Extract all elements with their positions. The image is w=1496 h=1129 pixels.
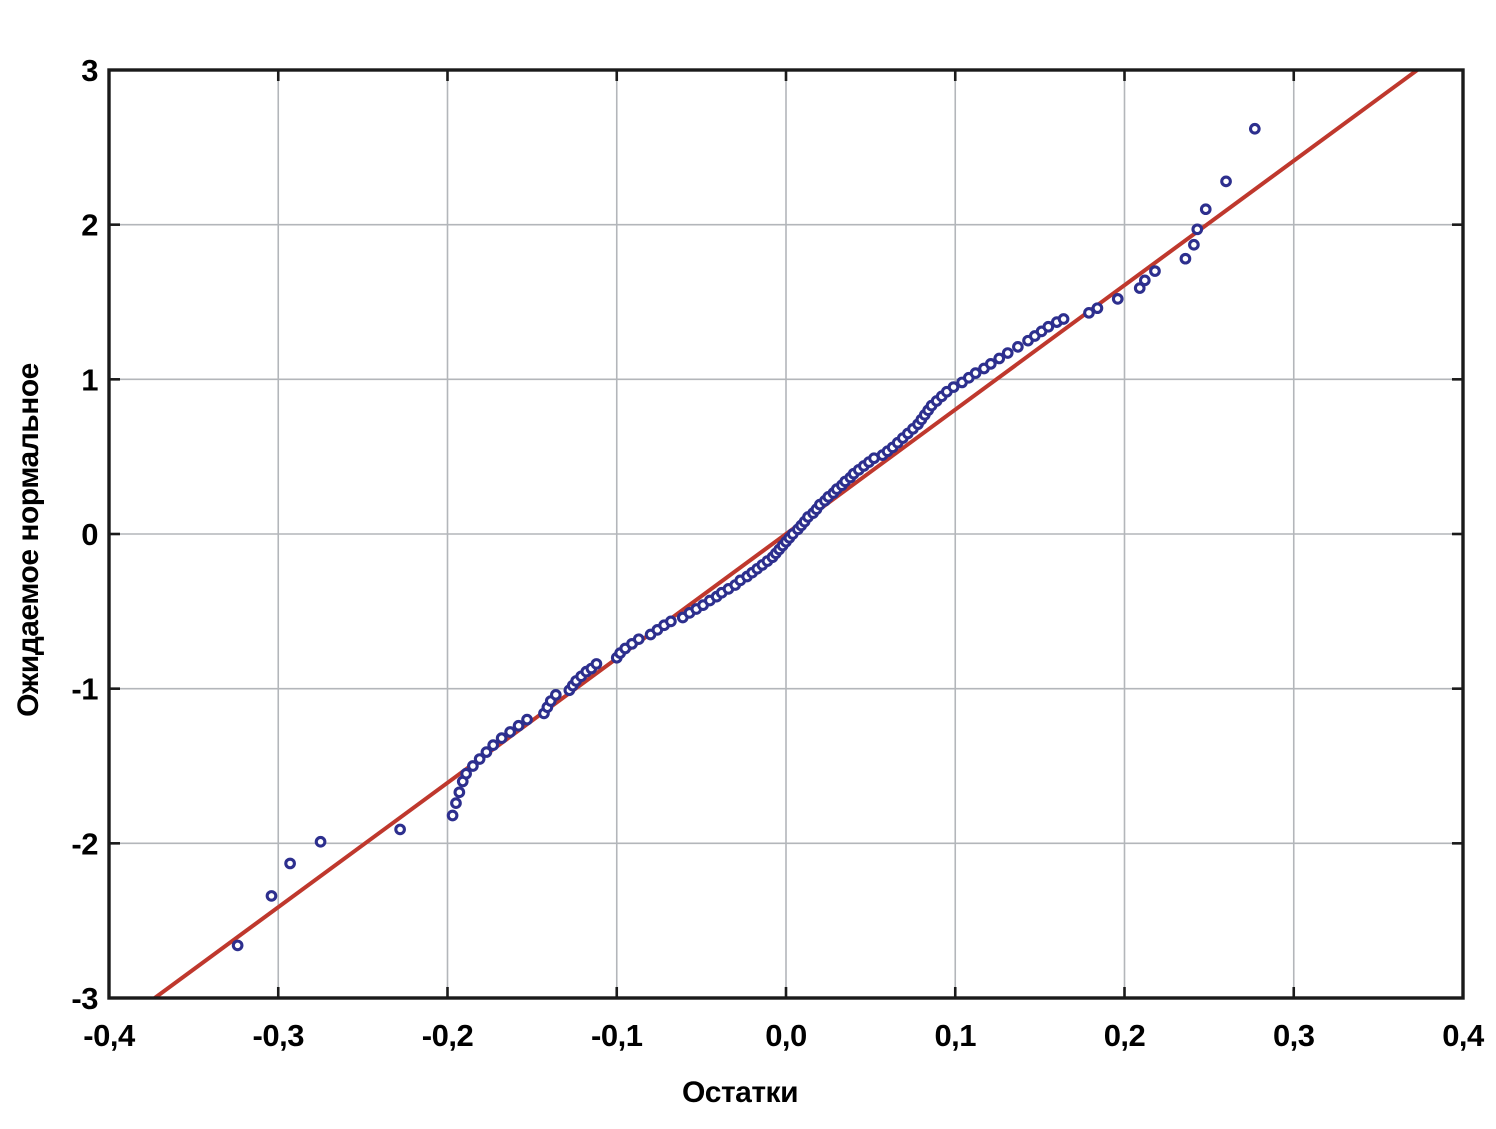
scatter-point xyxy=(1012,341,1024,353)
y-tick-label: -3 xyxy=(71,981,98,1016)
scatter-point xyxy=(495,732,508,745)
scatter-point xyxy=(231,939,244,952)
y-axis-title: Ожидаемое нормальное xyxy=(12,363,45,717)
scatter-point xyxy=(1199,203,1212,216)
scatter-point xyxy=(1220,175,1232,188)
scatter-point xyxy=(665,615,677,628)
y-tick-label: 1 xyxy=(81,362,98,397)
scatter-point xyxy=(1042,320,1055,333)
scatter-point xyxy=(314,835,327,848)
x-tick-label: 0,1 xyxy=(934,1018,976,1053)
y-tick-label: 0 xyxy=(81,517,98,552)
scatter-point xyxy=(1248,122,1261,135)
scatter-point xyxy=(1111,293,1124,305)
scatter-point xyxy=(487,739,500,751)
scatter-point xyxy=(460,767,472,780)
scatter-point xyxy=(1179,252,1192,265)
x-tick-label: 0,3 xyxy=(1273,1018,1315,1053)
scatter-point xyxy=(504,726,516,738)
scatter-point xyxy=(1001,347,1014,359)
scatter-point xyxy=(590,658,603,670)
scatter-point xyxy=(549,689,562,701)
axis-tick-marks xyxy=(107,68,1465,1000)
scatter-point xyxy=(480,746,493,758)
scatter-point xyxy=(1133,282,1146,294)
axis-tick-labels: -0,4 -0,3 -0,2 -0,1 0,0 0,1 0,2 0,3 0,4 -3 -2 -1 0 1 2… xyxy=(71,53,1485,1053)
y-tick-label: -1 xyxy=(71,672,98,707)
scatter-point xyxy=(450,797,462,809)
scatter-point xyxy=(984,358,997,370)
scatter-point xyxy=(1083,306,1095,319)
scatter-point xyxy=(632,633,645,646)
scatter-point xyxy=(453,786,466,799)
scatter-point xyxy=(467,760,479,772)
scatter-point xyxy=(1057,313,1070,325)
scatter-point xyxy=(473,753,486,765)
x-tick-label: 0,4 xyxy=(1442,1018,1485,1053)
scatter-point xyxy=(947,381,960,393)
scatter-point xyxy=(394,823,406,836)
scatter-points xyxy=(231,122,1261,952)
x-axis-title: Остатки xyxy=(682,1076,798,1109)
x-tick-label: -0,4 xyxy=(83,1018,136,1053)
scatter-point xyxy=(993,352,1006,365)
y-tick-label: 3 xyxy=(81,53,98,88)
scatter-point xyxy=(512,719,525,732)
x-tick-label: -0,3 xyxy=(253,1018,305,1053)
x-tick-label: -0,2 xyxy=(422,1018,473,1053)
scatter-point xyxy=(1149,265,1161,277)
y-tick-label: -2 xyxy=(71,826,98,861)
scatter-point xyxy=(1138,274,1151,287)
scatter-point xyxy=(1091,302,1104,315)
scatter-point xyxy=(1191,223,1204,236)
scatter-point xyxy=(284,857,296,870)
scatter-point xyxy=(969,367,982,379)
x-tick-label: 0,2 xyxy=(1104,1018,1146,1053)
x-tick-label: 0,0 xyxy=(765,1018,807,1053)
scatter-point xyxy=(521,713,533,726)
y-tick-label: 2 xyxy=(81,208,98,243)
x-tick-label: -0,1 xyxy=(591,1018,643,1053)
scatter-point xyxy=(446,809,459,822)
scatter-point xyxy=(265,890,278,902)
scatter-point xyxy=(1188,238,1200,251)
